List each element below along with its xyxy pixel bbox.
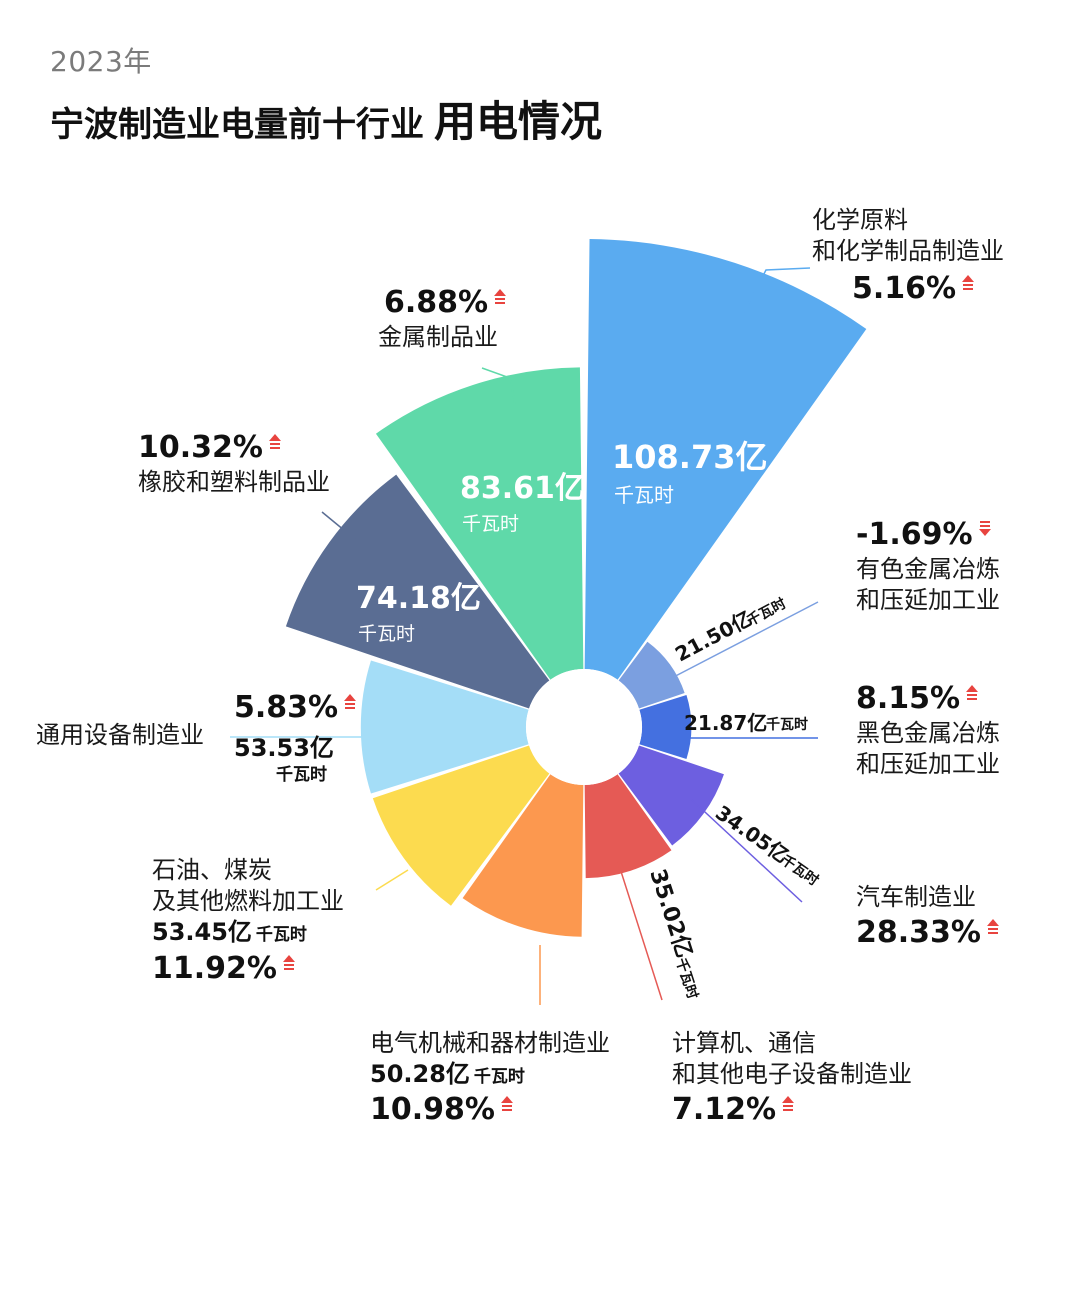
leader-line-nonferrous bbox=[663, 601, 819, 683]
segment-unit: 千瓦时 bbox=[473, 1067, 525, 1088]
segment-value: 50.28亿 bbox=[370, 1060, 470, 1089]
label-rubber-plastic: 10.32% 橡胶和塑料制品业 bbox=[138, 428, 330, 498]
unit-label-nonferrous: 千瓦时 bbox=[744, 595, 789, 630]
unit-label-computers: 千瓦时 bbox=[672, 956, 701, 1001]
value-label-auto: 34.05亿 bbox=[711, 800, 793, 867]
label-petroleum: 石油、煤炭 及其他燃料加工业 53.45亿 千瓦时 11.92% bbox=[152, 855, 344, 988]
title-main: 宁波制造业电量前十行业 bbox=[50, 105, 424, 145]
down-arrow-icon bbox=[978, 521, 991, 543]
sector-petroleum bbox=[372, 745, 550, 906]
up-arrow-icon bbox=[282, 954, 295, 977]
segment-name: 化学原料 和化学制品制造业 bbox=[812, 206, 1004, 266]
leader-line-chemical bbox=[743, 267, 811, 313]
value-label-chemical: 108.73亿 bbox=[612, 438, 768, 476]
segment-change: 5.16% bbox=[852, 271, 957, 307]
up-arrow-icon bbox=[986, 919, 999, 941]
unit-label-ferrous: 千瓦时 bbox=[766, 716, 808, 733]
label-electrical: 电气机械和器材制造业 50.28亿 千瓦时 10.98% bbox=[370, 1028, 610, 1129]
segment-name: 黑色金属冶炼 和压延加工业 bbox=[856, 719, 1000, 779]
sector-electrical bbox=[462, 774, 584, 937]
segment-value: 53.53亿 bbox=[234, 734, 334, 762]
segment-change: 8.15% bbox=[856, 681, 961, 716]
sector-metal-products bbox=[375, 367, 584, 680]
unit-label-auto: 千瓦时 bbox=[778, 851, 822, 889]
label-nonferrous: -1.69% 有色金属冶炼 和压延加工业 bbox=[856, 515, 1000, 616]
up-arrow-icon bbox=[966, 685, 979, 707]
value-label-computers: 35.02亿 bbox=[644, 866, 696, 961]
segment-unit: 千瓦时 bbox=[276, 765, 327, 786]
segment-name: 石油、煤炭 及其他燃料加工业 bbox=[152, 856, 344, 916]
leader-line-computers bbox=[617, 861, 663, 1001]
segment-name: 橡胶和塑料制品业 bbox=[138, 468, 330, 496]
up-arrow-icon bbox=[494, 289, 507, 311]
segment-change: 7.12% bbox=[672, 1092, 777, 1128]
segment-name: 通用设备制造业 bbox=[36, 721, 204, 749]
segment-name: 计算机、通信 和其他电子设备制造业 bbox=[672, 1029, 912, 1089]
sector-ferrous bbox=[639, 694, 692, 760]
segment-change: 10.98% bbox=[370, 1092, 495, 1128]
segment-name: 有色金属冶炼 和压延加工业 bbox=[856, 555, 1000, 615]
segment-change: 11.92% bbox=[152, 950, 277, 986]
unit-label-rubber-plastic: 千瓦时 bbox=[358, 623, 415, 645]
donut-hole bbox=[526, 669, 642, 785]
segment-name: 金属制品业 bbox=[378, 323, 498, 351]
label-general-equipment-name: 通用设备制造业 bbox=[36, 720, 204, 751]
up-arrow-icon bbox=[500, 1096, 513, 1118]
up-arrow-icon bbox=[782, 1096, 795, 1118]
segment-name: 汽车制造业 bbox=[856, 883, 976, 911]
value-label-ferrous: 21.87亿 bbox=[684, 711, 767, 735]
sector-computers bbox=[584, 774, 672, 879]
label-ferrous: 8.15% 黑色金属冶炼 和压延加工业 bbox=[856, 679, 1000, 780]
unit-label-chemical: 千瓦时 bbox=[614, 483, 674, 507]
unit-label-metal-products: 千瓦时 bbox=[462, 513, 519, 535]
leader-line-metal-products bbox=[481, 367, 516, 405]
leader-line-rubber-plastic bbox=[321, 511, 357, 541]
up-arrow-icon bbox=[344, 694, 357, 716]
label-metal-products: 6.88% 金属制品业 bbox=[378, 283, 507, 353]
year-label: 2023年 bbox=[50, 45, 152, 78]
sector-auto bbox=[618, 745, 724, 846]
label-general-equipment: 5.83% 53.53亿 千瓦时 bbox=[234, 688, 357, 786]
value-label-metal-products: 83.61亿 bbox=[460, 471, 585, 506]
sector-general-equipment bbox=[360, 660, 529, 794]
segment-change: 6.88% bbox=[384, 285, 489, 320]
page-title: 宁波制造业电量前十行业 用电情况 bbox=[50, 88, 602, 149]
segment-change: -1.69% bbox=[856, 517, 973, 552]
segment-unit: 千瓦时 bbox=[255, 925, 307, 946]
up-arrow-icon bbox=[962, 275, 975, 297]
segment-value: 53.45亿 bbox=[152, 918, 252, 947]
label-auto: 汽车制造业 28.33% bbox=[856, 882, 999, 952]
sector-nonferrous bbox=[618, 641, 685, 709]
leader-line-auto bbox=[691, 799, 803, 903]
segment-change: 10.32% bbox=[138, 430, 263, 465]
segment-change: 28.33% bbox=[856, 915, 981, 951]
sector-rubber-plastic bbox=[285, 474, 550, 709]
title-emphasis: 用电情况 bbox=[434, 97, 603, 146]
segment-change: 5.83% bbox=[234, 690, 339, 725]
segment-name: 电气机械和器材制造业 bbox=[370, 1029, 610, 1057]
sector-chemical bbox=[584, 239, 867, 680]
up-arrow-icon bbox=[268, 434, 281, 456]
leader-line-petroleum bbox=[375, 869, 409, 891]
value-label-rubber-plastic: 74.18亿 bbox=[356, 581, 481, 616]
label-computers: 计算机、通信 和其他电子设备制造业 7.12% bbox=[672, 1028, 912, 1129]
label-chemical: 化学原料 和化学制品制造业 5.16% bbox=[812, 205, 1004, 308]
